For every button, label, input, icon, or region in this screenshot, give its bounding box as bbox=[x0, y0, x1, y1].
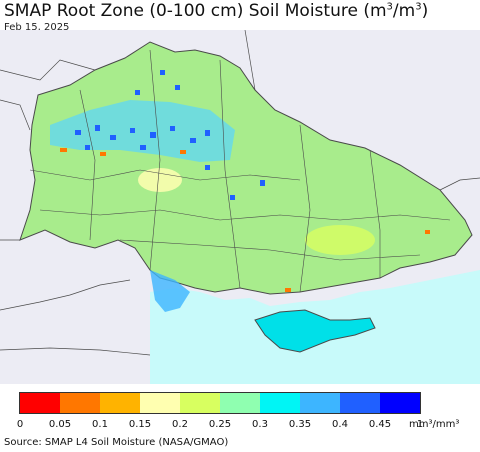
country-borders bbox=[0, 30, 480, 356]
legend-tick-label: 0.15 bbox=[128, 419, 152, 430]
legend-units: mm³/mm³ bbox=[409, 419, 460, 430]
legend-swatch bbox=[340, 393, 380, 413]
legend-tick-label: 0.45 bbox=[368, 419, 392, 430]
dry-patch-central bbox=[138, 168, 182, 192]
legend-swatch bbox=[180, 393, 220, 413]
legend-tick-label: 0.1 bbox=[92, 419, 108, 430]
legend-tick-label: 0 bbox=[16, 419, 24, 430]
legend-swatch bbox=[60, 393, 100, 413]
legend-colorbar bbox=[19, 392, 421, 414]
southwest-wet-zone bbox=[150, 270, 190, 312]
north-wet-zone bbox=[50, 100, 235, 162]
crimea bbox=[254, 309, 376, 353]
legend-tick-label: 0.05 bbox=[48, 419, 72, 430]
legend-tick-label: 0.4 bbox=[332, 419, 348, 430]
admin-borders bbox=[29, 49, 451, 293]
legend-swatch bbox=[100, 393, 140, 413]
legend-swatch bbox=[220, 393, 260, 413]
source-note: Source: SMAP L4 Soil Moisture (NASA/GMAO… bbox=[4, 437, 229, 448]
legend-swatch bbox=[260, 393, 300, 413]
legend-tick-label: 0.2 bbox=[172, 419, 188, 430]
map-title: SMAP Root Zone (0-100 cm) Soil Moisture … bbox=[4, 1, 429, 21]
map-date: Feb 15, 2025 bbox=[4, 22, 70, 33]
legend-swatch bbox=[20, 393, 60, 413]
dry-patch-east bbox=[305, 225, 375, 255]
legend-swatch bbox=[300, 393, 340, 413]
legend-tick-label: 0.3 bbox=[252, 419, 268, 430]
legend-swatch bbox=[140, 393, 180, 413]
legend-tick-label: 0.25 bbox=[208, 419, 232, 430]
legend-tick-label: 1 bbox=[416, 419, 424, 430]
wet-spots bbox=[75, 70, 265, 200]
legend-swatch bbox=[380, 393, 420, 413]
dry-spots bbox=[60, 148, 430, 292]
soil-moisture-map bbox=[0, 30, 480, 384]
legend-tick-label: 0.35 bbox=[288, 419, 312, 430]
